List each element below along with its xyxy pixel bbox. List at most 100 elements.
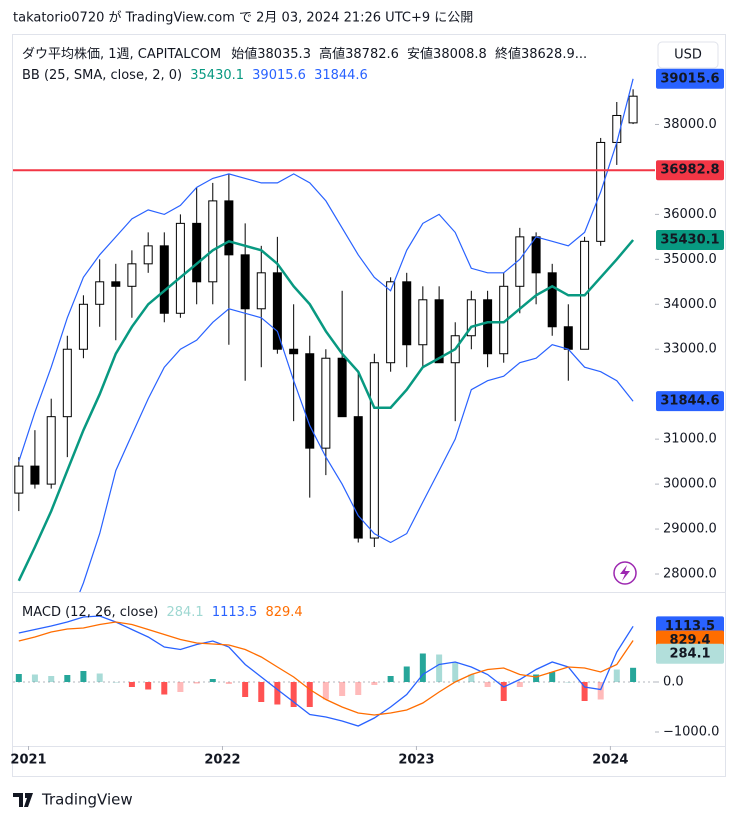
- candle-body: [369, 362, 379, 539]
- histogram-bar: [258, 682, 265, 702]
- histogram-bar: [436, 654, 443, 682]
- chart-frame: [12, 34, 726, 777]
- y-tick-label: 28000.0: [663, 567, 717, 582]
- histogram-bar: [371, 682, 378, 685]
- histogram-bar: [355, 682, 362, 695]
- histogram-bar: [64, 675, 71, 682]
- histogram-bar: [597, 682, 604, 700]
- y-tick-label: 36000.0: [663, 207, 717, 222]
- candle-body: [272, 272, 282, 350]
- y-tick-label: 33000.0: [663, 342, 717, 357]
- candle-body: [337, 357, 347, 418]
- y-tick-label: 29000.0: [663, 522, 717, 537]
- histogram-bar: [581, 682, 588, 701]
- legend-value: 35430.1: [190, 68, 244, 83]
- ohlc-label: 始値: [231, 46, 257, 62]
- y-tick-label: 31000.0: [663, 432, 717, 447]
- candle-body: [224, 200, 234, 256]
- macd-pane: [13, 615, 655, 727]
- histogram-bar: [565, 682, 572, 683]
- y-tick-label: −1000.0: [663, 725, 719, 740]
- y-tick-label: 38000.0: [663, 117, 717, 132]
- x-tick-label: 2024: [592, 753, 628, 768]
- candle-body: [159, 245, 169, 314]
- ohlc-value: 38782.6: [345, 47, 399, 62]
- histogram-bar: [549, 672, 556, 682]
- price-label-bg: [656, 229, 724, 250]
- symbol-legend: ダウ平均株価, 1週, CAPITALCOM 始値38035.3 高値38782…: [22, 46, 587, 62]
- histogram-bar: [516, 682, 523, 687]
- price-label-bg: [656, 68, 724, 89]
- histogram-bar: [613, 669, 620, 682]
- band-line: [79, 308, 634, 592]
- price-label: 36982.8: [660, 163, 719, 178]
- histogram-bar: [387, 676, 394, 682]
- histogram-bar: [290, 682, 297, 707]
- band-line: [18, 78, 634, 462]
- candle-body: [289, 348, 299, 355]
- y-tick-label: 35000.0: [663, 252, 717, 267]
- candle-body: [127, 263, 137, 287]
- indicator-name: MACD (12, 26, close): [22, 605, 158, 620]
- band-line: [17, 239, 635, 582]
- histogram-bar: [419, 653, 426, 682]
- histogram-bar: [193, 682, 200, 684]
- histogram-bar: [403, 666, 410, 682]
- logo-icon: [13, 793, 33, 807]
- candle-body: [175, 222, 185, 314]
- candle-body: [14, 465, 24, 494]
- candle-body: [192, 222, 202, 283]
- candle-body: [62, 348, 72, 418]
- histogram-bar: [145, 682, 152, 690]
- histogram-bar: [500, 682, 507, 701]
- histogram-bar: [306, 682, 313, 707]
- legend-value: 39015.6: [252, 68, 306, 83]
- indicator-name: BB (25, SMA, close, 2, 0): [22, 68, 182, 83]
- histogram-bar: [468, 674, 475, 682]
- histogram-bar: [48, 676, 55, 682]
- symbol: ダウ平均株価, 1週, CAPITALCOM: [22, 47, 221, 62]
- ohlc-label: 高値: [319, 46, 345, 62]
- candle-body: [111, 281, 121, 287]
- footer-logo: TradingView: [41, 791, 133, 809]
- price-label: 1113.5: [665, 619, 715, 634]
- histogram-bar: [452, 662, 459, 682]
- candle-body: [143, 245, 153, 265]
- price-label: 31844.6: [660, 394, 719, 409]
- candle-body: [466, 299, 476, 337]
- price-label: 39015.6: [660, 71, 719, 86]
- candle-body: [46, 416, 56, 485]
- histogram-bar: [96, 673, 103, 682]
- histogram-bar: [274, 682, 281, 705]
- histogram-bar: [630, 667, 637, 682]
- histogram-bar: [128, 682, 135, 687]
- legend-value: 829.4: [265, 605, 302, 620]
- candle-body: [256, 272, 266, 310]
- price-label-bg: [656, 160, 724, 181]
- histogram-bar: [533, 674, 540, 682]
- currency[interactable]: USD: [674, 48, 702, 63]
- x-tick-label: 2023: [398, 753, 434, 768]
- histogram-bar: [31, 674, 38, 682]
- histogram-bar: [322, 682, 329, 700]
- currency-button[interactable]: [657, 41, 719, 69]
- candle-body: [353, 416, 363, 539]
- macd-legend: MACD (12, 26, close) 284.1 1113.5 829.4: [22, 605, 303, 620]
- alert-bolt: [620, 565, 630, 581]
- candle-body: [240, 254, 250, 310]
- ohlc-value: 38035.3: [257, 47, 311, 62]
- histogram-bar: [177, 682, 184, 692]
- price-label-bg: [656, 643, 724, 664]
- y-tick-label: 34000.0: [663, 297, 717, 312]
- candle-body: [402, 281, 412, 346]
- histogram-bar: [225, 682, 232, 684]
- price-label: 35430.1: [660, 232, 719, 247]
- ohlc-label: 終値: [495, 46, 521, 62]
- price-pane: [13, 78, 655, 592]
- candle-body: [434, 299, 444, 364]
- candle-body: [418, 299, 428, 346]
- candle-body: [612, 114, 622, 143]
- candle-body: [628, 95, 638, 124]
- legend-value: 1113.5: [212, 605, 258, 620]
- histogram-bar: [242, 682, 249, 697]
